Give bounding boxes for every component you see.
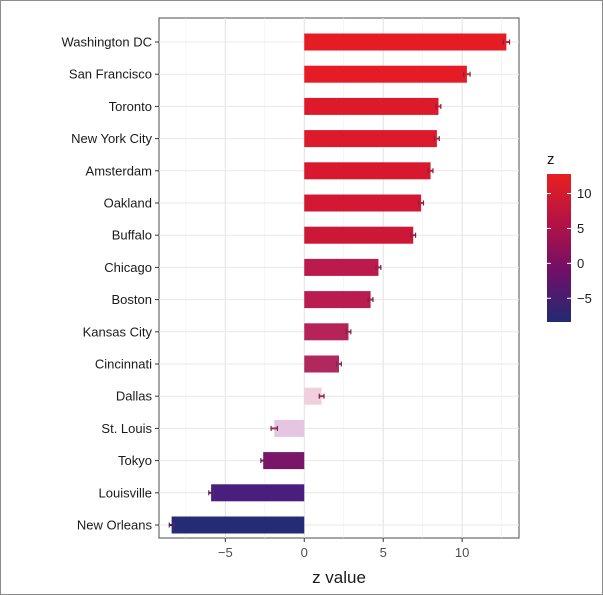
legend-ticks: 10 5 0 −5 — [547, 186, 592, 306]
legend-tick-label: 5 — [577, 221, 584, 236]
bar — [304, 387, 322, 405]
y-tick-label: New York City — [71, 131, 152, 146]
y-tick-label: Kansas City — [83, 324, 153, 339]
bar — [304, 291, 371, 309]
bar — [304, 323, 349, 341]
legend-color-bar — [547, 174, 571, 322]
y-tick-label: Louisville — [99, 485, 152, 500]
bar — [304, 97, 439, 115]
y-tick-label: San Francisco — [69, 67, 152, 82]
bar — [304, 194, 422, 212]
bar — [211, 484, 305, 502]
x-tick-label: 10 — [455, 545, 469, 560]
y-tick-label: New Orleans — [77, 518, 153, 533]
y-tick-label: Cincinnati — [95, 357, 152, 372]
bar — [304, 355, 339, 373]
bars — [168, 33, 511, 534]
y-tick-label: Oakland — [104, 196, 152, 211]
x-axis: −5 0 5 10 — [218, 538, 469, 560]
x-tick-label: 5 — [380, 545, 387, 560]
bar — [274, 419, 305, 437]
plot-panel — [158, 17, 520, 539]
bar — [171, 516, 305, 534]
y-tick-label: Toronto — [109, 99, 152, 114]
y-tick-label: Washington DC — [61, 35, 152, 50]
bar — [304, 130, 437, 148]
legend-tick-label: 10 — [577, 186, 591, 201]
y-tick-label: Dallas — [116, 389, 153, 404]
bar — [304, 65, 467, 83]
bar — [304, 258, 379, 276]
legend-tick-label: 0 — [577, 256, 584, 271]
x-axis-label: z value — [312, 568, 366, 587]
bar — [263, 452, 305, 470]
y-tick-label: Amsterdam — [86, 163, 152, 178]
bar — [304, 226, 414, 244]
y-tick-label: Chicago — [104, 260, 152, 275]
y-tick-label: Tokyo — [118, 453, 152, 468]
y-tick-label: St. Louis — [101, 421, 152, 436]
bar — [304, 33, 507, 51]
y-axis: Washington DC San Francisco Toronto New Yor… — [61, 35, 159, 533]
bar — [304, 162, 431, 180]
x-tick-label: −5 — [218, 545, 233, 560]
x-tick-label: 0 — [301, 545, 308, 560]
y-tick-label: Buffalo — [112, 228, 152, 243]
legend-title: z — [547, 151, 555, 168]
y-tick-label: Boston — [112, 292, 152, 307]
legend-tick-label: −5 — [577, 291, 592, 306]
